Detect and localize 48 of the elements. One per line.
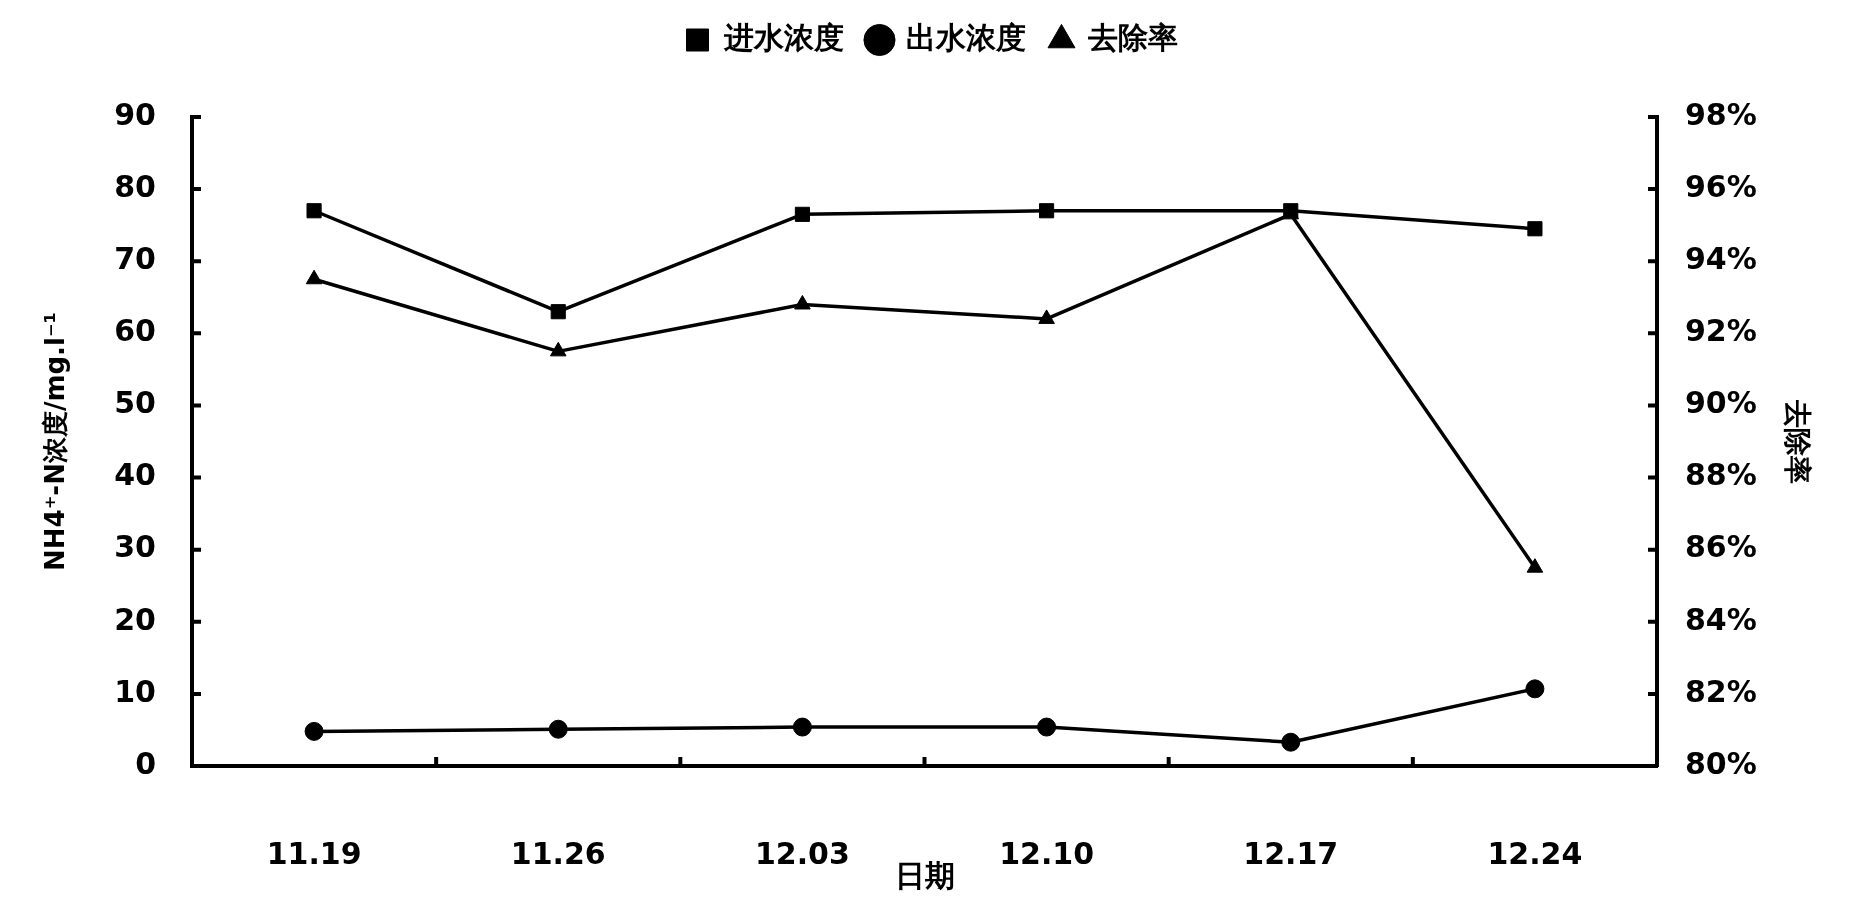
- point: [305, 269, 323, 285]
- point: [550, 304, 566, 320]
- point: [548, 719, 568, 739]
- x-tick-label: 12.03: [754, 835, 850, 871]
- point: [1526, 558, 1544, 573]
- y-tick-label: 80: [114, 168, 156, 204]
- y-tick-label: 50: [114, 385, 156, 421]
- y-tick-label: 40: [114, 457, 156, 493]
- legend-label: 进水浓度: [722, 19, 844, 55]
- point: [1037, 717, 1057, 737]
- point: [306, 203, 322, 219]
- x-tick-label: 12.24: [1487, 835, 1583, 871]
- y-tick-label: 10: [114, 673, 156, 709]
- y2-tick-label: 94%: [1685, 241, 1757, 277]
- y-tick-label: 0: [135, 745, 156, 781]
- y2-tick-label: 80%: [1685, 745, 1757, 781]
- y2-tick-label: 82%: [1685, 673, 1757, 709]
- y2-tick-label: 92%: [1685, 313, 1757, 349]
- y-tick-label: 30: [114, 529, 156, 565]
- y-tick-label: 20: [114, 601, 156, 637]
- y2-tick-label: 86%: [1685, 529, 1757, 565]
- y-axis-title: NH4⁺-N浓度/mg.l⁻¹: [40, 312, 71, 571]
- y-tick-label: 90: [114, 96, 156, 132]
- point: [794, 294, 811, 310]
- x-tick-label: 12.10: [999, 835, 1095, 871]
- y2-tick-label: 98%: [1685, 96, 1757, 132]
- x-tick-label: 11.19: [266, 835, 362, 871]
- x-tick-label: 12.17: [1243, 835, 1339, 871]
- point: [794, 206, 810, 222]
- y2-axis-title: 去除率: [1780, 398, 1814, 484]
- y2-tick-label: 88%: [1685, 457, 1757, 493]
- y-tick-label: 60: [114, 313, 156, 349]
- point: [1038, 309, 1055, 324]
- y2-tick-label: 84%: [1685, 601, 1757, 637]
- point: [1527, 221, 1543, 237]
- y2-tick-label: 96%: [1685, 168, 1757, 204]
- point: [792, 717, 812, 737]
- point: [304, 721, 324, 741]
- point: [549, 341, 567, 357]
- y-tick-label: 70: [114, 241, 156, 277]
- point: [1039, 203, 1055, 219]
- x-axis-title: 日期: [894, 857, 955, 893]
- x-tick-label: 11.26: [510, 835, 606, 871]
- y2-tick-label: 90%: [1685, 385, 1757, 421]
- point: [1525, 679, 1545, 699]
- legend-label: 出水浓度: [905, 19, 1026, 55]
- legend-label: 去除率: [1086, 19, 1178, 55]
- point: [1281, 732, 1301, 752]
